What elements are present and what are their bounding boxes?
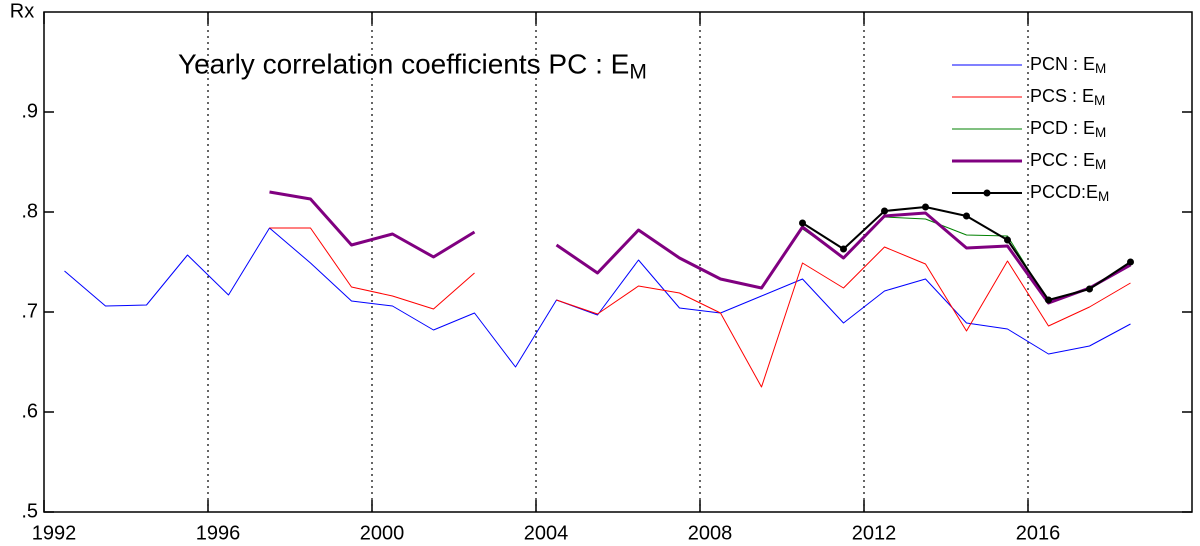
data-point <box>1127 258 1134 266</box>
x-tick-label: 1996 <box>196 522 241 544</box>
series-line <box>269 227 475 310</box>
legend-label: PCD : EM <box>1030 118 1106 140</box>
x-tick-label: 2000 <box>360 522 405 544</box>
series-line <box>269 190 476 259</box>
data-point <box>1004 236 1011 244</box>
legend-marker <box>983 189 991 197</box>
x-tick-label: 1992 <box>32 522 77 544</box>
y-tick-label: .8 <box>21 200 38 222</box>
series-line <box>801 206 1132 301</box>
legend-label: PCCD:EM <box>1030 182 1109 204</box>
y-tick-label: .9 <box>21 100 38 122</box>
x-tick-label: 2004 <box>524 522 569 544</box>
legend-label: PCS : EM <box>1030 86 1105 108</box>
y-axis-label: Rx <box>10 0 34 22</box>
legend-label: PCC : EM <box>1030 150 1106 172</box>
y-tick-label: .5 <box>21 500 38 522</box>
data-point <box>840 245 847 253</box>
legend-label: PCN : EM <box>1030 54 1106 76</box>
data-point <box>1045 296 1052 304</box>
data-point <box>881 207 888 215</box>
plot-frame <box>43 11 1193 513</box>
x-tick-label: 2008 <box>688 522 733 544</box>
data-point <box>922 203 929 211</box>
series-line <box>555 211 1132 305</box>
series-line <box>802 216 1131 303</box>
data-point <box>963 212 970 220</box>
data-point <box>799 219 806 227</box>
chart-title: Yearly correlation coefficients PC : EM <box>178 48 647 82</box>
y-tick-label: .6 <box>21 400 38 422</box>
y-tick-label: .7 <box>21 300 38 322</box>
x-tick-label: 2016 <box>1016 522 1061 544</box>
x-tick-label: 2012 <box>852 522 897 544</box>
series-line <box>556 246 1131 388</box>
data-point <box>1086 285 1093 293</box>
